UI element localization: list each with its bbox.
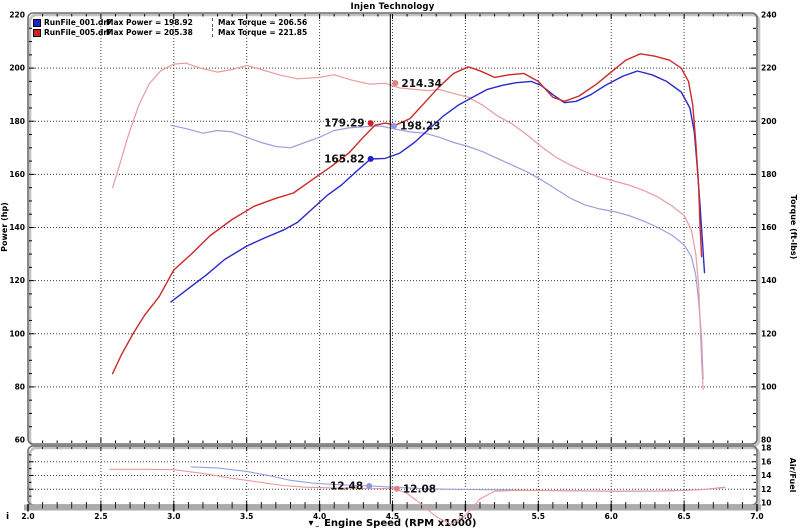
- torque-tick-label: 200: [761, 117, 777, 126]
- af-tick-label: 10: [761, 499, 771, 508]
- legend-file-name: RunFile_001.drf: [44, 18, 111, 27]
- legend-max-torque: Max Torque = 221.85: [212, 27, 307, 37]
- legend-max-power: Max Power = 205.38: [106, 27, 193, 37]
- rpm-tick-label: 5.5: [532, 512, 545, 521]
- rpm-tick-label: 7.0: [750, 512, 763, 521]
- main-panel-frame: [27, 12, 758, 445]
- af-tick-label: 18: [761, 444, 771, 453]
- rpm-tick-label: 5.0: [459, 512, 472, 521]
- power-tick-label: 120: [9, 276, 25, 285]
- marker-dot-torque_005_cursor: [392, 80, 399, 87]
- af-tick-label: 12: [761, 485, 771, 494]
- marker-dot-power_005_cursor: [367, 120, 374, 127]
- main-panel-frame-shadow: [28, 13, 761, 448]
- curve-torque-runfile-005: [111, 62, 704, 391]
- stray-glyph: i: [6, 512, 10, 522]
- chart-title: Injen Technology: [350, 2, 435, 12]
- rpm-tick-label: 3.5: [240, 512, 253, 521]
- marker-label-power_001_cursor: 165.82: [324, 154, 365, 166]
- torque-tick-label: 220: [761, 64, 777, 73]
- rpm-tick-label: 2.0: [21, 512, 34, 521]
- marker-label-af_005_cursor: 12.08: [403, 483, 436, 495]
- legend-color-swatch-005: [33, 28, 41, 37]
- legend-file-name: RunFile_005.drf: [44, 27, 111, 37]
- rpm-tick-label: 2.5: [94, 512, 107, 521]
- marker-dot-torque_001_cursor: [390, 122, 397, 129]
- power-tick-label: 100: [9, 329, 25, 338]
- rpm-tick-label: 4.0: [313, 512, 326, 521]
- power-tick-label: 60: [15, 436, 25, 445]
- marker-dot-af_005_cursor: [393, 485, 400, 492]
- x-axis-title-text: Engine Speed (RPM x1000): [324, 518, 477, 529]
- rpm-tick-label: 6.5: [677, 512, 690, 521]
- marker-dot-af_001_cursor: [366, 482, 373, 489]
- rpm-tick-label: 4.5: [386, 512, 399, 521]
- torque-tick-label: 120: [761, 329, 777, 338]
- power-tick-label: 140: [9, 223, 25, 232]
- legend-color-swatch-001: [33, 19, 41, 27]
- cursor-indicator-icon: ▼ _: [308, 519, 320, 527]
- curve-power-runfile-005: [111, 53, 703, 375]
- legend-row-runfile-001[interactable]: RunFile_001.drf Max Power = 198.92 Max T…: [33, 18, 373, 27]
- torque-tick-label: 140: [761, 276, 777, 285]
- marker-label-power_005_cursor: 179.29: [324, 118, 365, 130]
- power-tick-label: 180: [9, 117, 25, 126]
- af-tick-label: 16: [761, 457, 771, 466]
- af-tick-label: 14: [761, 471, 771, 480]
- power-tick-label: 200: [9, 64, 25, 73]
- legend-max-power: Max Power = 198.92: [106, 18, 193, 27]
- torque-tick-label: 180: [761, 170, 777, 179]
- power-tick-label: 80: [15, 382, 25, 391]
- marker-label-torque_001_cursor: 198.23: [400, 121, 441, 133]
- curve-torque-runfile-001: [170, 124, 704, 380]
- legend-max-torque: Max Torque = 206.56: [212, 18, 307, 27]
- torque-tick-label: 240: [761, 11, 777, 20]
- rpm-tick-label: 3.0: [167, 512, 180, 521]
- power-tick-label: 160: [9, 170, 25, 179]
- curve-af-runfile-001: [190, 466, 726, 492]
- af-axis-title: Air/Fuel: [788, 458, 797, 493]
- power-tick-label: 220: [9, 11, 25, 20]
- rpm-tick-label: 6.0: [605, 512, 618, 521]
- torque-tick-label: 160: [761, 223, 777, 232]
- curve-power-runfile-001: [170, 70, 706, 303]
- curve-af-runfile-005: [109, 468, 726, 525]
- torque-tick-label: 80: [761, 436, 771, 445]
- x-axis-title: ▼ _ Engine Speed (RPM x1000): [28, 518, 757, 529]
- marker-label-af_001_cursor: 12.48: [330, 481, 363, 493]
- marker-dot-power_001_cursor: [367, 155, 374, 162]
- torque-tick-label: 100: [761, 382, 777, 391]
- legend-row-runfile-005[interactable]: RunFile_005.drf Max Power = 205.38 Max T…: [33, 27, 373, 37]
- af-panel-frame-shadow: [28, 446, 761, 509]
- marker-label-torque_005_cursor: 214.34: [401, 78, 442, 90]
- torque-axis-title: Torque (ft-lbs): [789, 195, 798, 260]
- power-axis-title: Power (hp): [0, 202, 9, 252]
